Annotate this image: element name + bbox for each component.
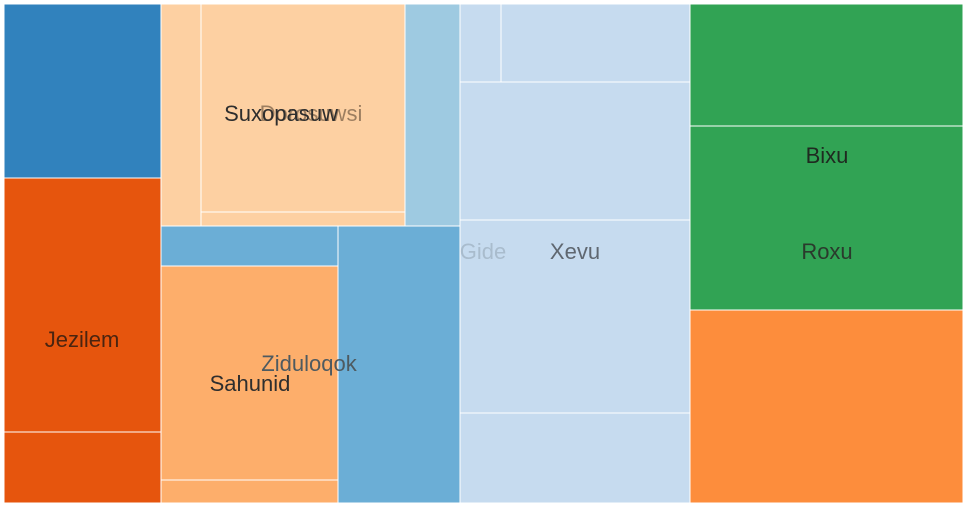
tile-orange-dark-low[interactable]: [3, 431, 162, 504]
tile-paleblue-small[interactable]: [459, 3, 502, 83]
tile-paleblue-low[interactable]: [459, 412, 691, 504]
tile-label-xevu: Xevu: [550, 239, 600, 264]
tile-jezilem[interactable]: [3, 177, 162, 433]
tile-blue-dark[interactable]: [3, 3, 162, 179]
tile-orange-low-right[interactable]: [689, 309, 964, 504]
tile-light-orange-low[interactable]: [160, 479, 339, 504]
tile-lightblue-col[interactable]: [404, 3, 461, 227]
tile-label-jezilem: Jezilem: [45, 327, 120, 352]
tile-dorosuwsi[interactable]: [200, 3, 406, 213]
tile-sahunid[interactable]: [160, 265, 339, 481]
tile-paleblue-topright[interactable]: [500, 3, 691, 83]
tile-label-dorosuwsi: Dorosuwsi: [260, 101, 363, 126]
tile-xevu[interactable]: [459, 219, 691, 414]
tile-green-top[interactable]: [689, 3, 964, 127]
tile-label-gide: Gide: [460, 239, 506, 264]
tile-bixu[interactable]: [689, 125, 964, 311]
tile-peach-strip[interactable]: [200, 211, 406, 227]
tile-mid-blue-band[interactable]: [160, 225, 339, 267]
tile-label-sahunid: Sahunid: [210, 371, 291, 396]
tile-label-bixu: Bixu: [806, 143, 849, 168]
tile-ziduloqok[interactable]: [337, 225, 461, 504]
tile-paleblue-mid[interactable]: [459, 81, 691, 221]
tile-label-ziduloqok: Ziduloqok: [261, 351, 357, 376]
tile-label-suxopasuw: Suxopasuw: [224, 101, 338, 126]
tile-label-roxu: Roxu: [801, 239, 852, 264]
